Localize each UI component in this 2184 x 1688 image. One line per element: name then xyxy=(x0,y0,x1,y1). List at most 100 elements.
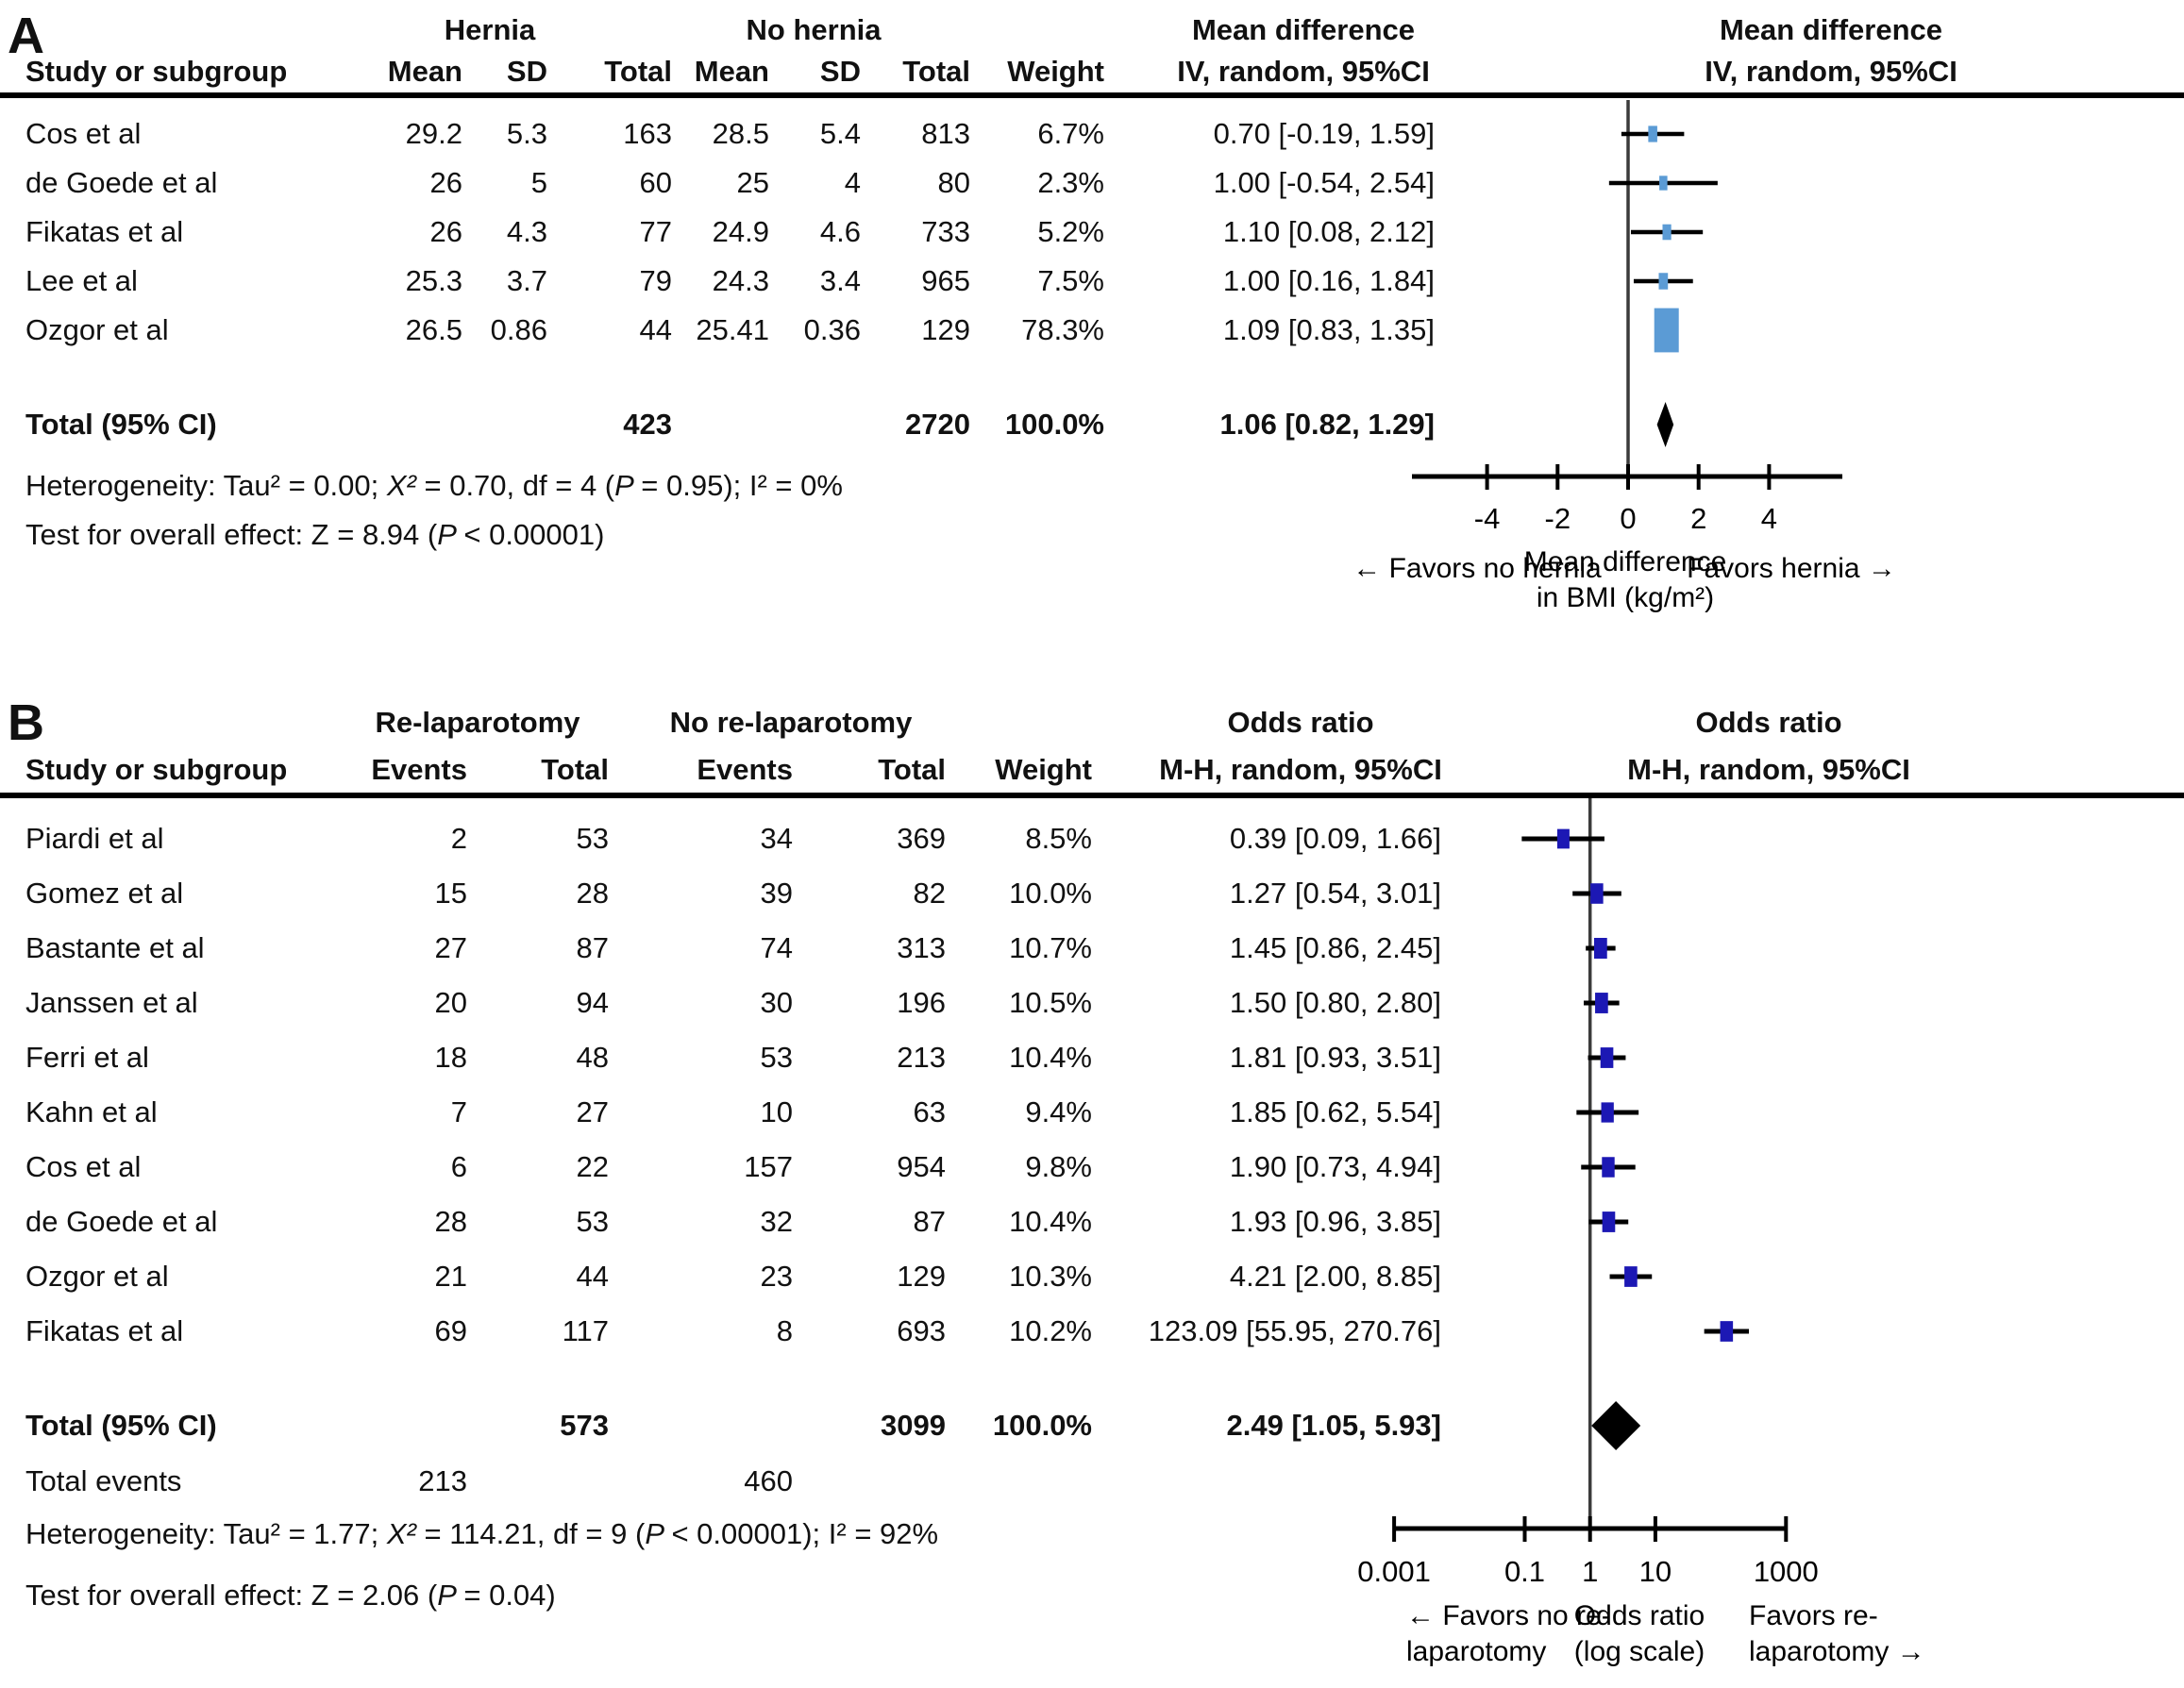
group-header-no-hernia: No hernia xyxy=(746,13,882,46)
col-header-events: Events xyxy=(697,753,793,786)
value-cell: 1.00 [-0.54, 2.54] xyxy=(1213,166,1435,199)
value-cell: 23 xyxy=(760,1260,793,1293)
value-cell: 34 xyxy=(760,822,793,855)
heterogeneity-text: Heterogeneity: Tau² = 1.77; Χ² = 114.21,… xyxy=(25,1517,938,1551)
col-header-events: Events xyxy=(371,753,467,786)
stat-symbol: P xyxy=(437,518,464,551)
total-ci: 2.49 [1.05, 5.93] xyxy=(1226,1409,1442,1442)
value-cell: 2 xyxy=(450,822,467,855)
value-cell: 6 xyxy=(450,1150,467,1183)
empty-cell xyxy=(946,1454,1092,1509)
study-name: Cos et al xyxy=(25,1150,142,1183)
col-header-total: Total xyxy=(902,55,970,88)
stat-text: Test for overall effect: Z = 8.94 ( xyxy=(25,518,438,551)
value-cell: 3.7 xyxy=(506,264,547,297)
value-cell: 0.39 [0.09, 1.66] xyxy=(1229,822,1441,855)
value-cell: 87 xyxy=(576,931,609,964)
value-cell: 1.90 [0.73, 4.94] xyxy=(1229,1150,1441,1183)
value-cell: 1.45 [0.86, 2.45] xyxy=(1229,931,1441,964)
axis-tick-label: -2 xyxy=(1545,502,1571,535)
value-cell: 74 xyxy=(760,931,793,964)
effect-column-header: Odds ratio xyxy=(1227,706,1374,739)
study-name: de Goede et al xyxy=(25,166,218,199)
total-n-no-relap: 3099 xyxy=(881,1409,946,1442)
axis-title: Odds ratio xyxy=(1574,1600,1705,1631)
value-cell: 26 xyxy=(429,215,462,248)
plot-header: Odds ratio xyxy=(1695,706,1842,739)
value-cell: 10.4% xyxy=(1009,1041,1092,1074)
effect-marker xyxy=(1659,175,1668,191)
value-cell: 9.8% xyxy=(1025,1150,1092,1183)
value-cell: 24.3 xyxy=(712,264,769,297)
study-name: Bastante et al xyxy=(25,931,205,964)
effect-marker xyxy=(1601,1102,1614,1123)
value-cell: 1.10 [0.08, 2.12] xyxy=(1222,215,1435,248)
study-name: Ozgor et al xyxy=(25,1260,169,1293)
total-ci: 1.06 [0.82, 1.29] xyxy=(1219,408,1436,441)
favors-right-label: Favors re- xyxy=(1749,1600,1878,1631)
value-cell: 1.00 [0.16, 1.84] xyxy=(1222,264,1435,297)
value-cell: 8 xyxy=(776,1314,793,1347)
value-cell: 123.09 [55.95, 270.76] xyxy=(1148,1314,1441,1347)
axis-tick-label: 2 xyxy=(1690,502,1706,535)
header-rule xyxy=(0,793,2184,798)
empty-cell xyxy=(769,400,861,449)
effect-marker xyxy=(1624,1266,1638,1287)
value-cell: 965 xyxy=(921,264,970,297)
value-cell: 26 xyxy=(429,166,462,199)
col-header-total: Total xyxy=(878,753,946,786)
value-cell: 63 xyxy=(913,1095,946,1128)
study-name: Lee et al xyxy=(25,264,138,297)
study-name: Kahn et al xyxy=(25,1095,158,1128)
col-header-study: Study or subgroup xyxy=(25,55,288,88)
table-row: Ozgor et al 21 44 23 129 10.3% 4.21 [2.00, 8.8… xyxy=(25,1249,1441,1304)
table-row: Kahn et al 7 27 10 63 9.4% 1.85 [0.62, 5.54] xyxy=(25,1085,1441,1140)
table-row: de Goede et al 28 53 32 87 10.4% 1.93 [0.96, 3… xyxy=(25,1195,1441,1249)
column-header-row: Study or subgroup Mean SD Total Mean SD … xyxy=(25,55,1435,89)
value-cell: 22 xyxy=(576,1150,609,1183)
value-cell: 32 xyxy=(760,1205,793,1238)
study-name: Fikatas et al xyxy=(25,215,184,248)
table-row: Fikatas et al 26 4.3 77 24.9 4.6 733 5.2% 1.10 [… xyxy=(25,208,1435,257)
value-cell: 4.6 xyxy=(819,215,861,248)
column-header-row: Study or subgroup Events Total Events To… xyxy=(25,753,1441,787)
total-row: Total (95% CI) 573 3099 100.0% 2.49 [1.0… xyxy=(25,1398,1441,1453)
empty-cell xyxy=(672,400,769,449)
value-cell: 26.5 xyxy=(405,313,462,346)
stat-symbol: P xyxy=(437,1579,464,1612)
value-cell: 5.4 xyxy=(819,117,861,150)
axis-tick-label: 0.1 xyxy=(1504,1555,1545,1588)
value-cell: 48 xyxy=(576,1041,609,1074)
value-cell: 2.3% xyxy=(1037,166,1104,199)
total-label: Total (95% CI) xyxy=(25,408,217,441)
value-cell: 954 xyxy=(897,1150,946,1183)
panel-a-label: A xyxy=(8,8,44,64)
total-diamond xyxy=(1591,1401,1641,1450)
favors-left-label: laparotomy xyxy=(1406,1636,1546,1667)
value-cell: 313 xyxy=(897,931,946,964)
value-cell: 79 xyxy=(639,264,672,297)
value-cell: 3.4 xyxy=(819,264,861,297)
value-cell: 28.5 xyxy=(712,117,769,150)
favors-left-label: ← Favors no re- xyxy=(1406,1600,1611,1631)
axis-tick-label: 1000 xyxy=(1754,1555,1819,1588)
value-cell: 1.27 [0.54, 3.01] xyxy=(1229,877,1441,910)
total-events-label: Total events xyxy=(25,1464,182,1497)
effect-marker xyxy=(1600,1047,1614,1068)
value-cell: 27 xyxy=(434,931,467,964)
value-cell: 1.85 [0.62, 5.54] xyxy=(1229,1095,1441,1128)
effect-column-subheader: IV, random, 95%CI xyxy=(1177,55,1430,88)
value-cell: 5.2% xyxy=(1037,215,1104,248)
col-header-mean: Mean xyxy=(694,55,769,88)
value-cell: 117 xyxy=(562,1314,609,1347)
empty-cell xyxy=(793,1454,946,1509)
value-cell: 10.5% xyxy=(1009,986,1092,1019)
value-cell: 733 xyxy=(921,215,970,248)
value-cell: 5 xyxy=(530,166,547,199)
col-header-sd: SD xyxy=(506,55,547,88)
value-cell: 20 xyxy=(434,986,467,1019)
stat-symbol: Χ² xyxy=(386,469,416,502)
table-row: Cos et al 6 22 157 954 9.8% 1.90 [0.73, 4.94] xyxy=(25,1140,1441,1195)
col-header-total: Total xyxy=(604,55,672,88)
